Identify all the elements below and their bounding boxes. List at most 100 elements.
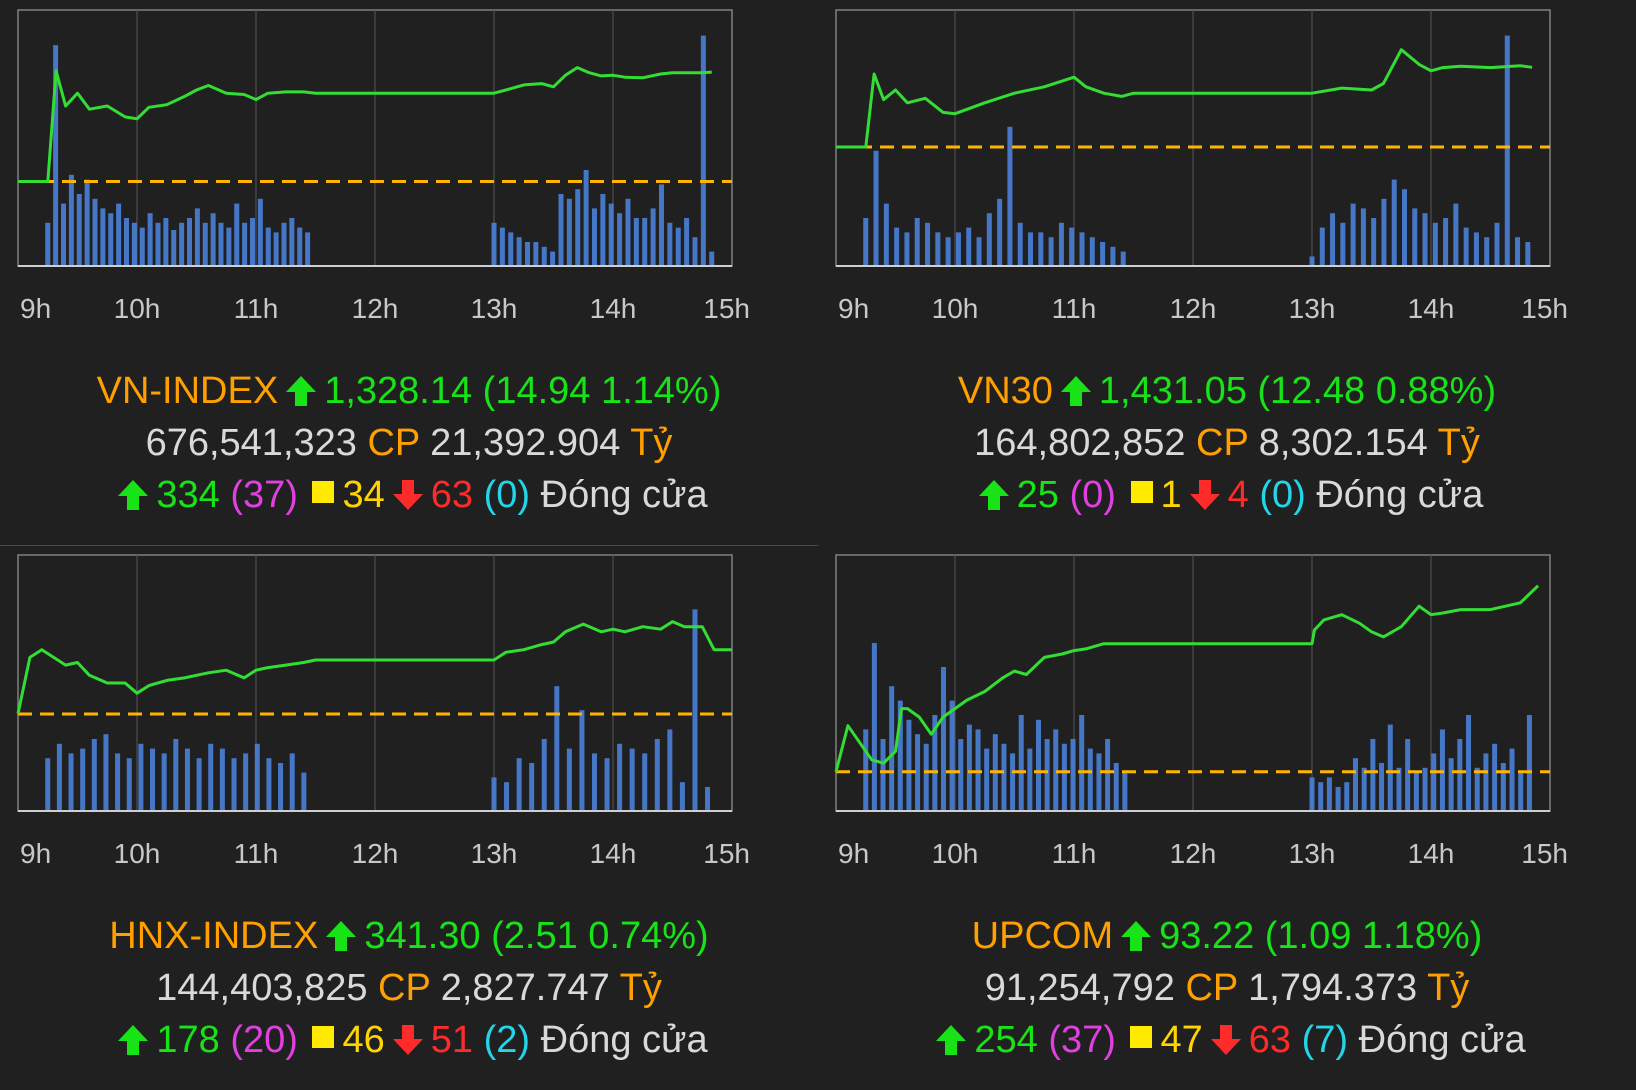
x-tick-label: 11h	[1052, 838, 1097, 869]
volume-bar	[289, 753, 295, 811]
volume-bar	[53, 45, 59, 267]
advances-count: 178	[156, 1019, 220, 1061]
volume-bar	[504, 782, 510, 811]
volume-bar	[541, 246, 547, 266]
volume-bar	[1509, 748, 1515, 811]
volume-bar	[108, 213, 114, 266]
volume-bar	[958, 739, 964, 811]
unchanged-count: 34	[342, 474, 385, 516]
index-value: 341.30	[364, 915, 481, 957]
volume-bar	[103, 734, 109, 811]
volume-unit: CP	[1196, 422, 1249, 464]
x-tick-label: 14h	[590, 293, 637, 324]
volume-bar	[700, 35, 706, 266]
volume-bar	[984, 748, 990, 811]
turnover-unit: Tỷ	[630, 422, 673, 464]
declines-count: 63	[1248, 1019, 1292, 1061]
volume-bar	[533, 242, 539, 266]
volume-bar	[1110, 246, 1116, 266]
volume-bar	[667, 222, 673, 266]
x-tick-label: 12h	[352, 293, 399, 324]
index-value: 1,431.05	[1098, 370, 1247, 412]
volume-bar	[179, 222, 185, 266]
volume-bar	[163, 218, 169, 266]
volume-bar	[692, 237, 698, 266]
volume-bar	[1089, 237, 1095, 266]
index-value: 1,328.14	[324, 370, 473, 412]
volume-bar	[1371, 218, 1377, 266]
volume-bar	[935, 232, 941, 266]
volume-bar	[1340, 222, 1346, 266]
ceiling-count: (37)	[1048, 1019, 1116, 1061]
volume-bar	[880, 739, 886, 811]
square-icon	[312, 1026, 335, 1048]
volume-bar	[1007, 126, 1013, 266]
x-tick-label: 14h	[590, 838, 637, 869]
x-tick-label: 11h	[234, 838, 279, 869]
volume-bar	[234, 203, 240, 266]
index-value: 93.22	[1159, 915, 1255, 957]
volume-unit: CP	[367, 422, 420, 464]
volume-bar	[1413, 772, 1419, 811]
volume-bar	[940, 667, 946, 811]
volume-bar	[1113, 763, 1119, 811]
volume-bar	[254, 743, 260, 811]
volume-bar	[625, 198, 631, 266]
index-line	[834, 584, 1540, 773]
x-tick-label: 15h	[1521, 293, 1568, 324]
volume-unit: CP	[1185, 967, 1238, 1009]
volume-bar	[289, 218, 295, 266]
volume-bar	[80, 748, 86, 811]
volume-bar	[541, 739, 547, 811]
x-tick-label: 11h	[1052, 293, 1097, 324]
chart-vn30: 9h 10h 11h 12h 13h 14h 15h	[835, 9, 1568, 324]
volume-bar	[281, 222, 287, 266]
turnover-value: 21,392.904	[430, 422, 621, 464]
volume-bar	[684, 218, 690, 266]
volume-bar	[210, 213, 216, 266]
volume-bar	[242, 222, 248, 266]
volume-bar	[1330, 213, 1336, 266]
chart-vn-index: 9h 10h 11h 12h 13h 14h 15h	[17, 9, 750, 324]
volume-bar	[591, 208, 597, 266]
volume-bar	[1035, 719, 1041, 811]
volume-value: 164,802,852	[974, 422, 1186, 464]
turnover-unit: Tỷ	[1437, 422, 1480, 464]
advances-count: 254	[974, 1019, 1038, 1061]
volume-bar	[1010, 753, 1016, 811]
volume-value: 91,254,792	[984, 967, 1175, 1009]
volume-bar	[1344, 782, 1350, 811]
volume-bar	[516, 237, 522, 266]
volume-unit: CP	[378, 967, 431, 1009]
volume-bar	[68, 174, 74, 266]
advances-count: 334	[156, 474, 220, 516]
volume-bar	[1483, 753, 1489, 811]
ceiling-count: (37)	[230, 474, 298, 516]
volume-bar	[126, 758, 132, 811]
volume-bar	[219, 748, 225, 811]
volume-bar	[583, 170, 589, 266]
volume-bar	[194, 208, 200, 266]
volume-bar	[575, 189, 581, 266]
volume-bar	[976, 237, 982, 266]
volume-bar	[278, 763, 284, 811]
index-name: HNX-INDEX	[109, 915, 319, 957]
volume-bar	[491, 777, 497, 811]
volume-bar	[187, 218, 192, 266]
arrow-up-icon	[326, 921, 357, 951]
volume-bar	[1079, 232, 1085, 266]
volume-bar	[150, 748, 156, 811]
x-tick-label: 9h	[838, 293, 869, 324]
index-line	[18, 66, 712, 183]
volume-bar	[301, 772, 307, 811]
index-name: UPCOM	[971, 915, 1114, 957]
market-status: Đóng cửa	[540, 474, 708, 516]
unchanged-count: 1	[1160, 474, 1182, 516]
volume-bar	[863, 729, 869, 811]
volume-bar	[1526, 715, 1532, 811]
volume-bar	[491, 222, 497, 266]
volume-bar	[155, 222, 161, 266]
floor-count: (0)	[483, 474, 531, 516]
volume-bar	[1001, 743, 1007, 811]
market-status: Đóng cửa	[1316, 474, 1484, 516]
